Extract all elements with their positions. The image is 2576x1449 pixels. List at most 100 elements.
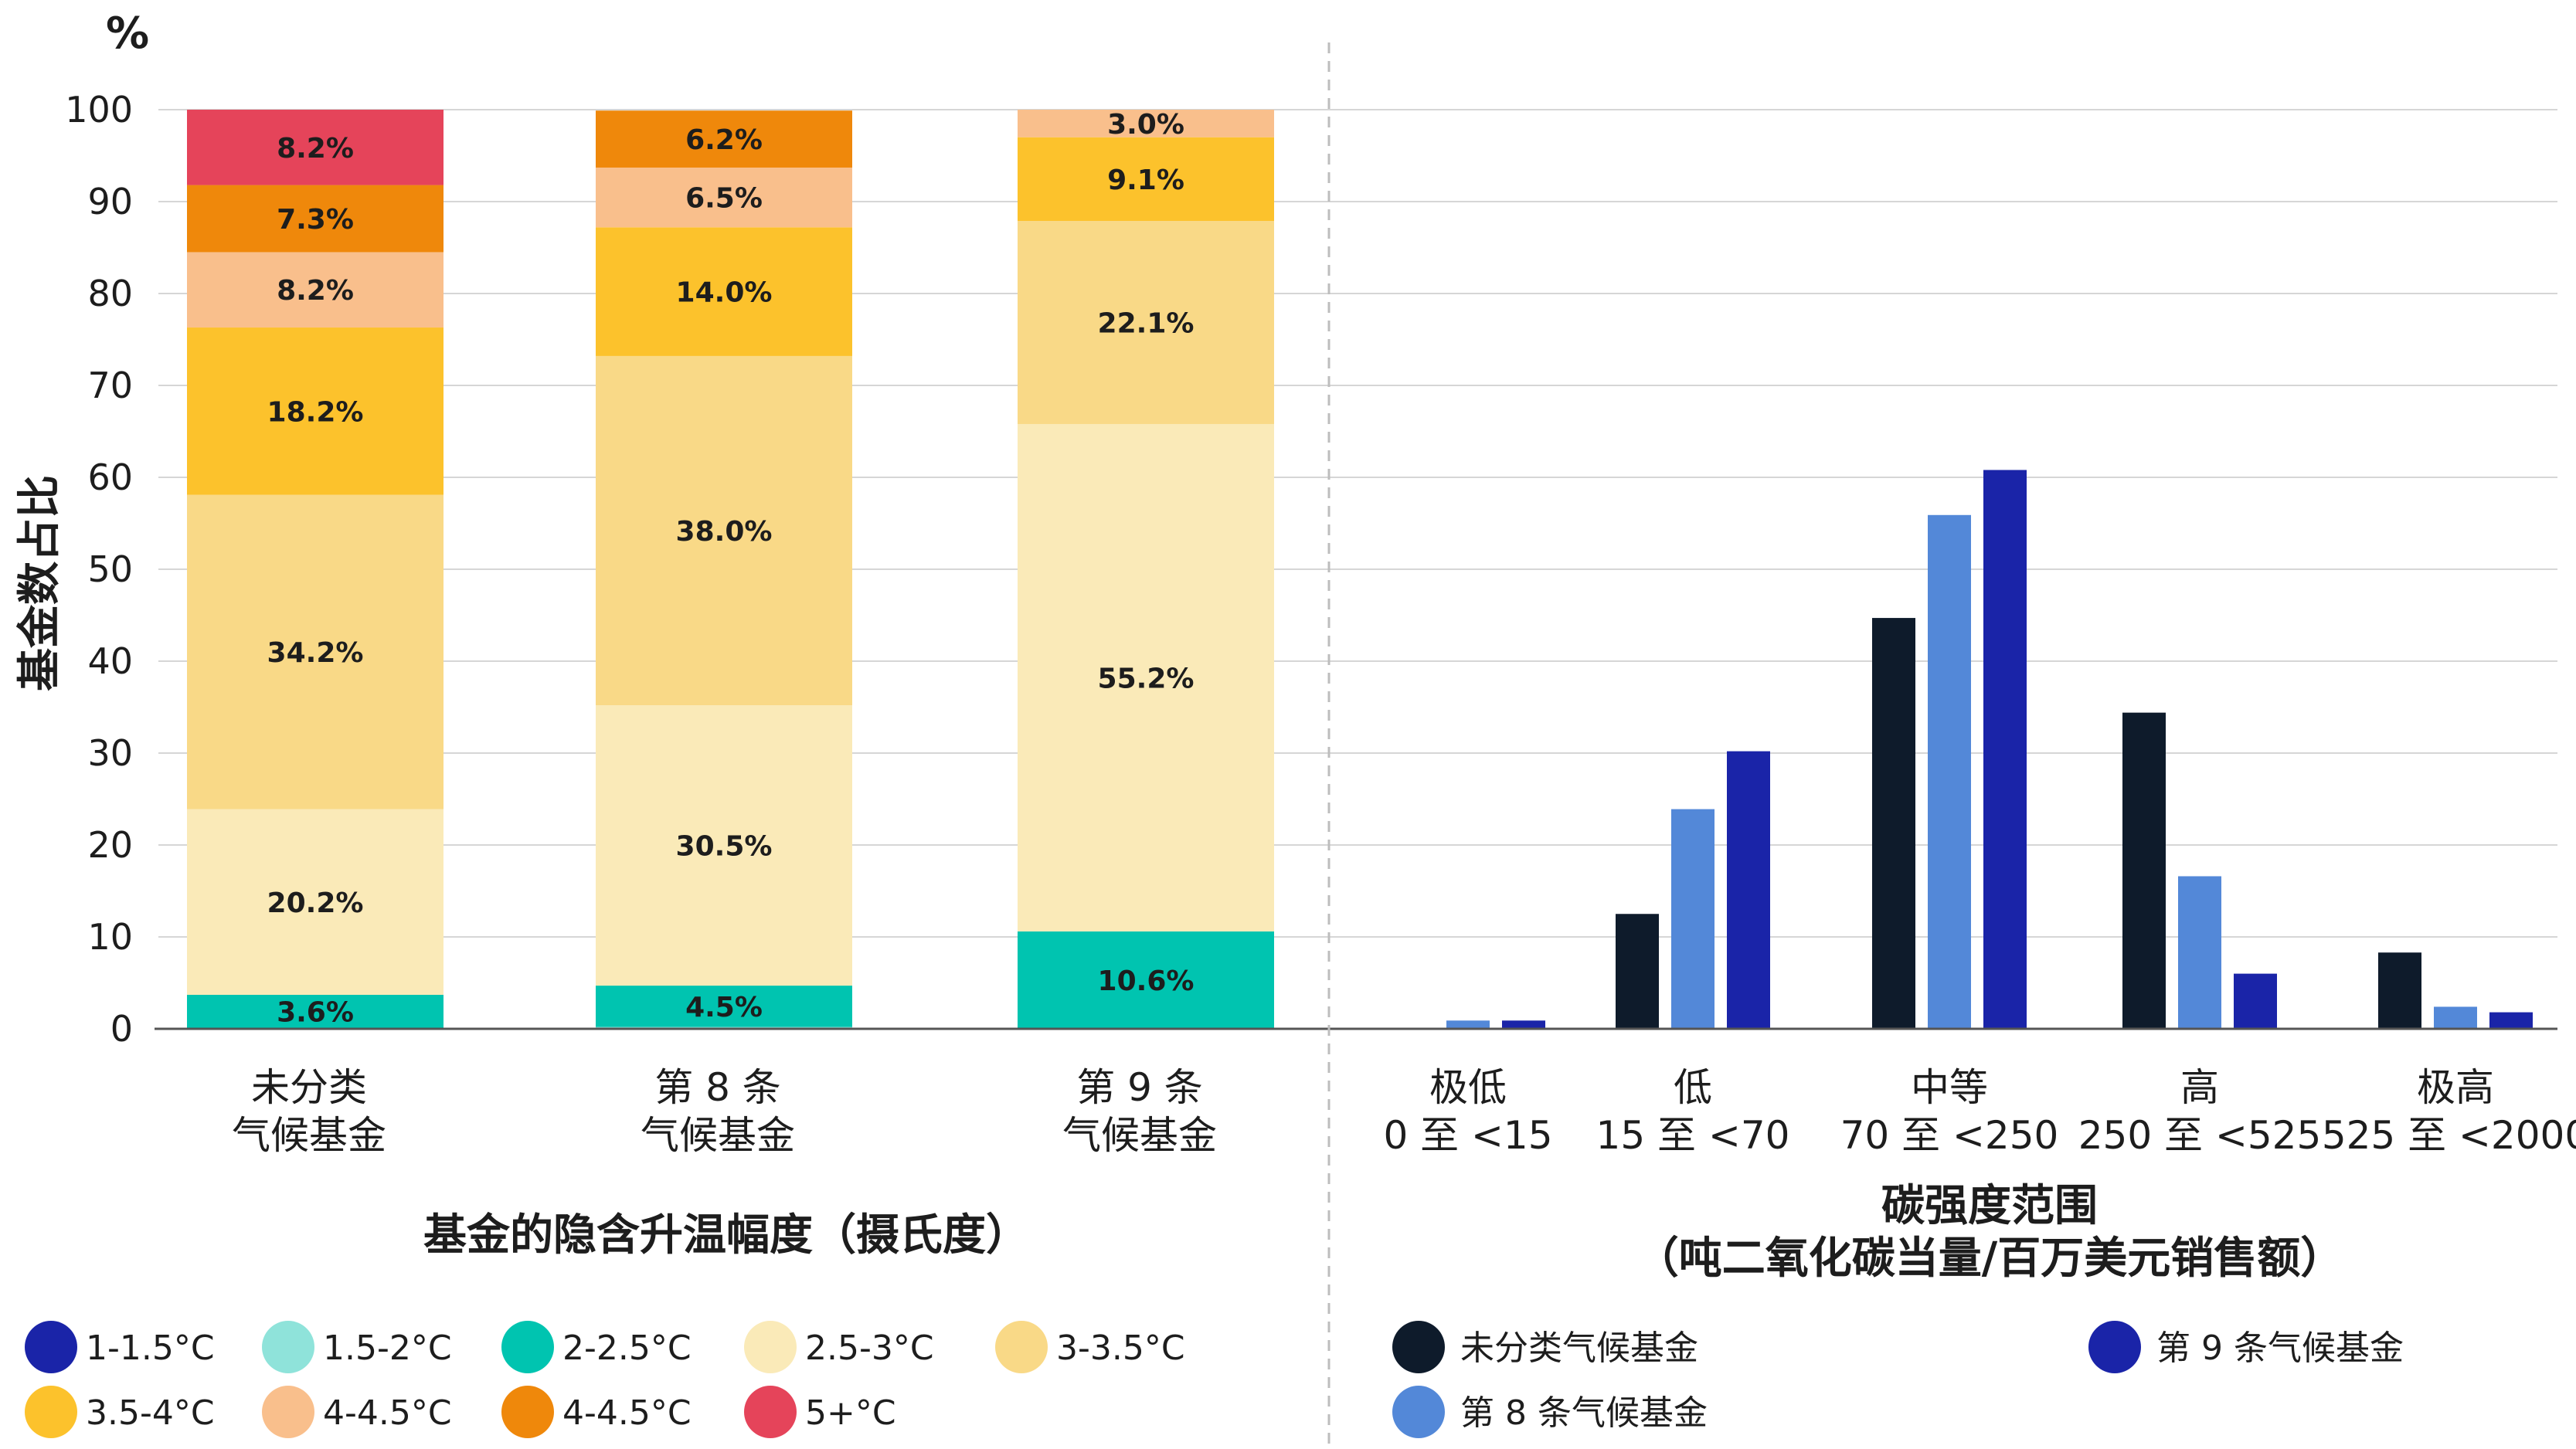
right-chart-title-line2: （吨二氧化碳当量/百万美元销售额） bbox=[1636, 1234, 2343, 1284]
x-category-label: 低 bbox=[1674, 1065, 1712, 1110]
left-chart-title: 基金的隐含升温幅度（摄氏度） bbox=[423, 1210, 1029, 1261]
legend-swatch bbox=[501, 1386, 554, 1438]
grouped-bar bbox=[2378, 952, 2421, 1029]
legend-swatch bbox=[1392, 1321, 1445, 1373]
legend-label: 第 9 条气候基金 bbox=[2156, 1329, 2404, 1368]
grouped-bar bbox=[1983, 470, 2027, 1029]
legend-label: 4-4.5°C bbox=[562, 1393, 692, 1433]
stacked-bar-segment bbox=[187, 110, 443, 185]
x-category-label: 极低 bbox=[1429, 1065, 1507, 1110]
grouped-bar bbox=[1872, 618, 1915, 1029]
legend-swatch bbox=[995, 1321, 1048, 1373]
segment-value-label: 34.2% bbox=[267, 637, 364, 669]
grouped-bar bbox=[2178, 876, 2221, 1029]
grouped-bar bbox=[2489, 1012, 2533, 1029]
temperature-legend: 1-1.5°C 1.5-2°C 2-2.5°C 2.5-3°C 3-3.5°C 3.5-4… bbox=[25, 1321, 1185, 1438]
y-unit-label: % bbox=[106, 8, 149, 59]
segment-value-label: 3.6% bbox=[277, 996, 354, 1028]
stacked-bar-segment bbox=[596, 227, 852, 356]
stacked-bar-segment bbox=[187, 994, 443, 1028]
stacked-bar-segment bbox=[187, 327, 443, 495]
stacked-bar-segment bbox=[596, 167, 852, 228]
legend-label: 1.5-2°C bbox=[323, 1329, 452, 1368]
legend-label: 4-4.5°C bbox=[323, 1393, 452, 1433]
x-category-label: 第 8 条 bbox=[654, 1065, 781, 1110]
legend-swatch bbox=[744, 1386, 797, 1438]
segment-value-label: 6.2% bbox=[685, 124, 763, 156]
x-category-label: 0 至 <15 bbox=[1383, 1113, 1552, 1158]
right-chart-title-line1: 碳强度范围 bbox=[1881, 1181, 2098, 1231]
grouped-bar bbox=[1616, 914, 1659, 1029]
segment-value-label: 8.2% bbox=[277, 275, 354, 307]
grouped-bar bbox=[1502, 1020, 1545, 1029]
y-tick-label: 0 bbox=[110, 1008, 133, 1050]
x-category-label: 中等 bbox=[1911, 1065, 1988, 1110]
x-category-label: 气候基金 bbox=[232, 1113, 386, 1158]
y-tick-label: 60 bbox=[87, 456, 133, 498]
legend-label: 3.5-4°C bbox=[86, 1393, 215, 1433]
legend-label: 2.5-3°C bbox=[805, 1329, 934, 1368]
y-tick-label: 50 bbox=[87, 548, 133, 590]
x-category-label: 15 至 <70 bbox=[1596, 1113, 1790, 1158]
stacked-bar-segment bbox=[187, 494, 443, 809]
segment-value-label: 8.2% bbox=[277, 133, 354, 165]
y-axis: 0 10 20 30 40 50 60 70 80 90 100 bbox=[65, 89, 133, 1050]
segment-value-label: 10.6% bbox=[1098, 965, 1195, 997]
segment-value-label: 4.5% bbox=[685, 992, 763, 1023]
stacked-bar-segment bbox=[596, 986, 852, 1027]
segment-value-label: 22.1% bbox=[1098, 307, 1195, 339]
legend-swatch bbox=[1392, 1386, 1445, 1438]
y-tick-label: 30 bbox=[87, 732, 133, 774]
x-category-label: 高 bbox=[2180, 1065, 2219, 1110]
legend-swatch bbox=[2088, 1321, 2141, 1373]
legend-label: 1-1.5°C bbox=[86, 1329, 215, 1368]
legend-label: 5+°C bbox=[805, 1393, 896, 1433]
legend-label: 未分类气候基金 bbox=[1460, 1329, 1698, 1368]
legend-label: 第 8 条气候基金 bbox=[1460, 1393, 1708, 1433]
stacked-bar-segment bbox=[187, 252, 443, 328]
y-tick-label: 10 bbox=[87, 916, 133, 958]
legend-swatch bbox=[25, 1321, 77, 1373]
y-tick-label: 70 bbox=[87, 365, 133, 406]
stacked-bar-segment bbox=[596, 355, 852, 706]
x-category-label: 525 至 <2000 bbox=[2322, 1113, 2576, 1158]
stacked-bar-segment bbox=[187, 185, 443, 253]
stacked-bar-segment bbox=[187, 809, 443, 995]
segment-value-label: 9.1% bbox=[1107, 165, 1184, 196]
segment-value-label: 7.3% bbox=[277, 204, 354, 236]
grouped-bar bbox=[1446, 1020, 1490, 1029]
segment-value-label: 14.0% bbox=[676, 277, 773, 309]
x-category-label: 未分类 bbox=[251, 1065, 367, 1110]
x-category-label: 极高 bbox=[2417, 1065, 2494, 1110]
segment-value-label: 18.2% bbox=[267, 396, 364, 428]
grouped-bar bbox=[1928, 514, 1971, 1029]
grouped-bar bbox=[2122, 712, 2166, 1029]
segment-value-label: 20.2% bbox=[267, 887, 364, 919]
legend-label: 3-3.5°C bbox=[1056, 1329, 1185, 1368]
stacked-bar-chart: 3.6% 20.2% 34.2% 18.2% 8.2% 7.3% 8.2% 4.5% 30.5%… bbox=[187, 109, 1274, 1029]
legend-swatch bbox=[744, 1321, 797, 1373]
y-tick-label: 90 bbox=[87, 181, 133, 222]
segment-value-label: 55.2% bbox=[1098, 663, 1195, 694]
segment-value-label: 38.0% bbox=[676, 516, 773, 548]
y-tick-label: 80 bbox=[87, 273, 133, 314]
grouped-bar bbox=[1671, 809, 1715, 1029]
x-category-label: 250 至 <525 bbox=[2078, 1113, 2322, 1158]
legend-swatch bbox=[501, 1321, 554, 1373]
x-category-label: 气候基金 bbox=[641, 1113, 795, 1158]
stacked-bar-segment bbox=[1018, 931, 1274, 1029]
grouped-bar bbox=[1727, 751, 1770, 1029]
legend-swatch bbox=[262, 1386, 314, 1438]
x-category-label: 70 至 <250 bbox=[1840, 1113, 2059, 1158]
segment-value-label: 6.5% bbox=[685, 183, 763, 215]
y-tick-label: 40 bbox=[87, 640, 133, 682]
stacked-bar-segment bbox=[1018, 110, 1274, 137]
stacked-bar-segment bbox=[1018, 137, 1274, 221]
legend-swatch bbox=[25, 1386, 77, 1438]
grouped-bar bbox=[2234, 973, 2277, 1029]
y-tick-label: 20 bbox=[87, 824, 133, 866]
x-category-label: 第 9 条 bbox=[1076, 1065, 1203, 1110]
